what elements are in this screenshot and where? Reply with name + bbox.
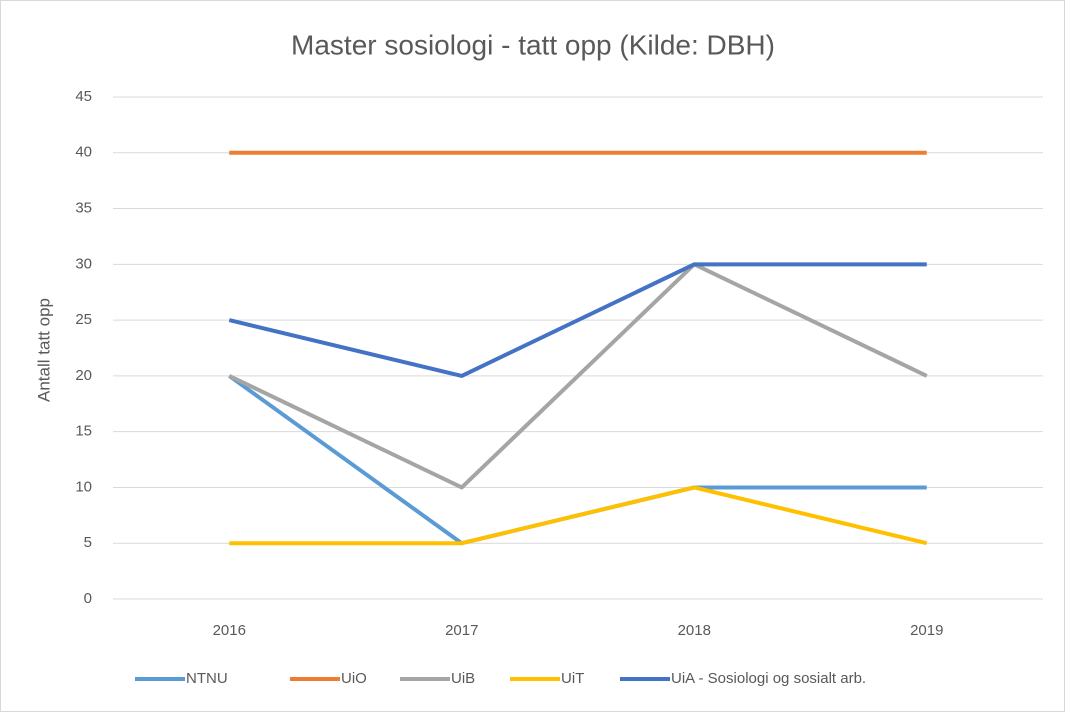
x-tick-label: 2016 [213, 622, 246, 639]
y-tick-label: 30 [75, 255, 92, 272]
y-tick-label: 0 [84, 590, 92, 607]
y-axis-label: Antall tatt opp [34, 298, 53, 402]
legend-label: UiA - Sosiologi og sosialt arb. [671, 670, 866, 687]
y-tick-label: 35 [75, 200, 92, 217]
legend-label: UiT [561, 670, 584, 687]
y-tick-label: 45 [75, 88, 92, 105]
legend-label: UiO [341, 670, 367, 687]
x-tick-label: 2018 [678, 622, 711, 639]
x-tick-label: 2019 [910, 622, 943, 639]
chart-title: Master sosiologi - tatt opp (Kilde: DBH) [291, 29, 775, 60]
y-tick-label: 5 [84, 534, 92, 551]
legend-label: NTNU [186, 670, 228, 687]
y-tick-label: 10 [75, 478, 92, 495]
line-series [228, 262, 928, 490]
y-tick-label: 15 [75, 423, 92, 440]
line-series [229, 485, 928, 546]
y-tick-label: 40 [75, 144, 92, 161]
y-tick-label: 20 [75, 367, 92, 384]
legend-label: UiB [451, 670, 475, 687]
y-tick-label: 25 [75, 311, 92, 328]
x-tick-label: 2017 [445, 622, 478, 639]
line-series [228, 262, 927, 378]
